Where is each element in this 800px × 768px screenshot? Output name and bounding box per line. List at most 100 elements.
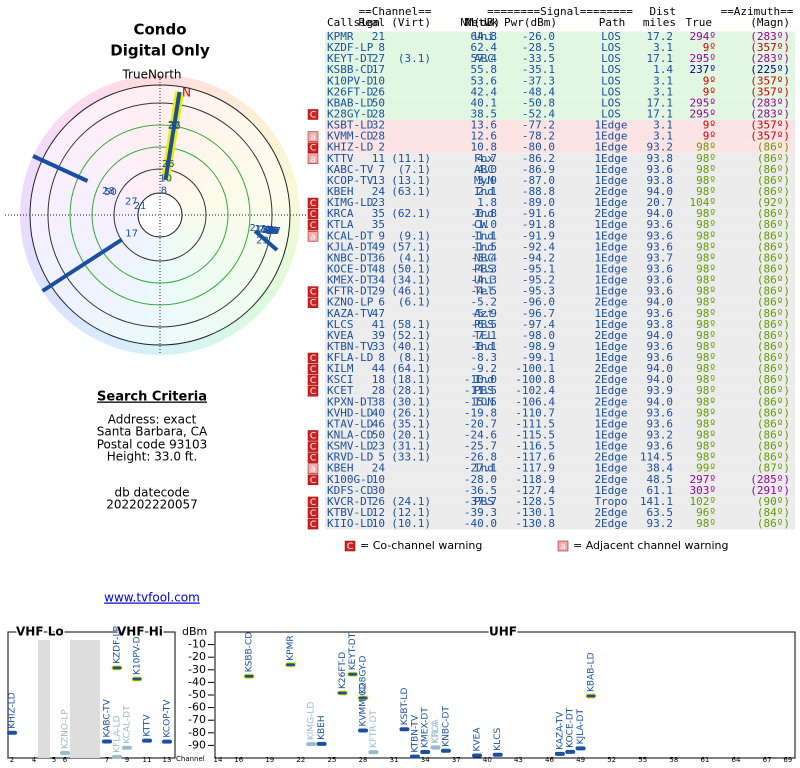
x-tick-label: 7 [105, 756, 109, 764]
cell-magn: (86º) [757, 329, 790, 342]
cell-nm: -4.5 [471, 285, 498, 298]
cell-magn: (285º) [750, 473, 790, 486]
cell-callsign: KBEH [327, 462, 354, 475]
cell-real: 36 [372, 251, 385, 264]
cell-pwr: -52.4 [522, 107, 555, 120]
column-header: Pwr(dBm) [504, 16, 557, 29]
warning-icon [307, 385, 319, 397]
polar-station: 36 [265, 226, 278, 237]
cell-real: 39 [372, 329, 385, 342]
row-background [325, 441, 795, 453]
cell-path: 1Edge [594, 417, 627, 430]
datecode-label: db datecode [114, 486, 189, 500]
polar-station: 29 [267, 226, 280, 237]
signal-bar [111, 665, 123, 671]
station-label: KPMR [286, 635, 296, 660]
cell-nm: -28.0 [464, 473, 497, 486]
cell-path: 2Edge [594, 373, 627, 386]
x-tick-label: 14 [214, 756, 223, 764]
signal-bar [575, 746, 586, 751]
cell-pwr: -86.2 [522, 152, 555, 165]
row-background [325, 175, 795, 187]
cell-path: 1Edge [594, 484, 627, 497]
cell-callsign: KEYT-DT [327, 52, 374, 65]
cell-real: 9 [378, 229, 385, 242]
warning-icon [307, 474, 319, 486]
cell-dist: 93.6 [647, 285, 674, 298]
warning-letter: C [310, 387, 316, 397]
cell-pwr: -87.0 [522, 174, 555, 187]
title: Condo [133, 21, 186, 39]
warning-letter: C [310, 365, 316, 375]
cell-virt: (50.1) [391, 262, 431, 275]
cell-true: 98º [696, 395, 716, 408]
group-header: ==Azimuth== [721, 5, 794, 18]
cell-magn: (86º) [757, 185, 790, 198]
cell-pwr: -106.4 [515, 395, 555, 408]
cell-path: 1Edge [594, 130, 627, 143]
cell-netwk: PBS [474, 318, 494, 331]
cell-nm: -24.6 [464, 429, 497, 442]
station-label: KOCE-DT [566, 707, 576, 748]
cell-path: LOS [601, 107, 621, 120]
cell-magn: (86º) [757, 307, 790, 320]
cell-magn: (86º) [757, 351, 790, 364]
site-link[interactable]: www.tvfool.com [104, 591, 200, 605]
cell-true: 98º [696, 362, 716, 375]
cell-true: 98º [696, 340, 716, 353]
cell-path: 2Edge [594, 451, 627, 464]
station-label: KVMM-CD [359, 682, 369, 726]
cell-callsign: KNLA-CD [327, 429, 373, 442]
signal-bar [336, 690, 348, 696]
cell-true: 99º [696, 462, 716, 475]
cell-callsign: KVEA [327, 329, 354, 342]
cell-path: 1Edge [594, 318, 627, 331]
polar-station: 23 [256, 236, 269, 247]
row-background [325, 452, 795, 464]
polar-rings [5, 76, 318, 355]
cell-true: 98º [696, 440, 716, 453]
cell-callsign: KPMR [327, 30, 354, 43]
row-background [325, 286, 795, 298]
cell-real: 47 [372, 307, 385, 320]
cell-true: 98º [696, 207, 716, 220]
cell-callsign: KHIZ-LD [327, 141, 373, 154]
cell-path: 2Edge [594, 506, 627, 519]
cell-netwk: Ind [474, 185, 494, 198]
cell-path: 1Edge [594, 307, 627, 320]
station-label: KBEH [317, 715, 327, 740]
column-header: True [686, 16, 713, 29]
cell-virt: (57.1) [391, 240, 431, 253]
polar-station: 35 [262, 225, 275, 236]
row-background [325, 142, 795, 154]
signal-bar [131, 676, 143, 682]
station-label: KLCS [493, 728, 503, 751]
cell-nm: -10.0 [464, 373, 497, 386]
cell-true: 98º [696, 406, 716, 419]
cell-real: 29 [372, 285, 385, 298]
cell-netwk: Tel [474, 285, 494, 298]
cell-callsign: KFLA-LD [327, 351, 373, 364]
group-header: ========Signal======== [487, 5, 633, 18]
cell-magn: (86º) [757, 451, 790, 464]
row-background [325, 341, 795, 353]
cell-virt: (12.1) [391, 506, 431, 519]
cell-nm: -39.3 [464, 506, 497, 519]
signal-bar [347, 671, 359, 677]
cell-real: 28 [372, 384, 385, 397]
legend-icon [557, 540, 569, 552]
cell-nm: -4.3 [471, 274, 498, 287]
cell-magn: (86º) [757, 141, 790, 154]
cell-real: 28 [372, 107, 385, 120]
cell-dist: 1.4 [653, 63, 673, 76]
cell-dist: 93.6 [647, 240, 674, 253]
cell-virt: (46.1) [391, 285, 431, 298]
cell-virt: (4.1) [398, 251, 431, 264]
signal-bar [243, 673, 255, 679]
cell-path: 2Edge [594, 296, 627, 309]
cell-virt: (64.1) [391, 362, 431, 375]
cell-dist: 93.8 [647, 318, 674, 331]
cell-true: 98º [696, 318, 716, 331]
x-tick-label: 64 [732, 756, 741, 764]
cell-real: 18 [372, 373, 385, 386]
